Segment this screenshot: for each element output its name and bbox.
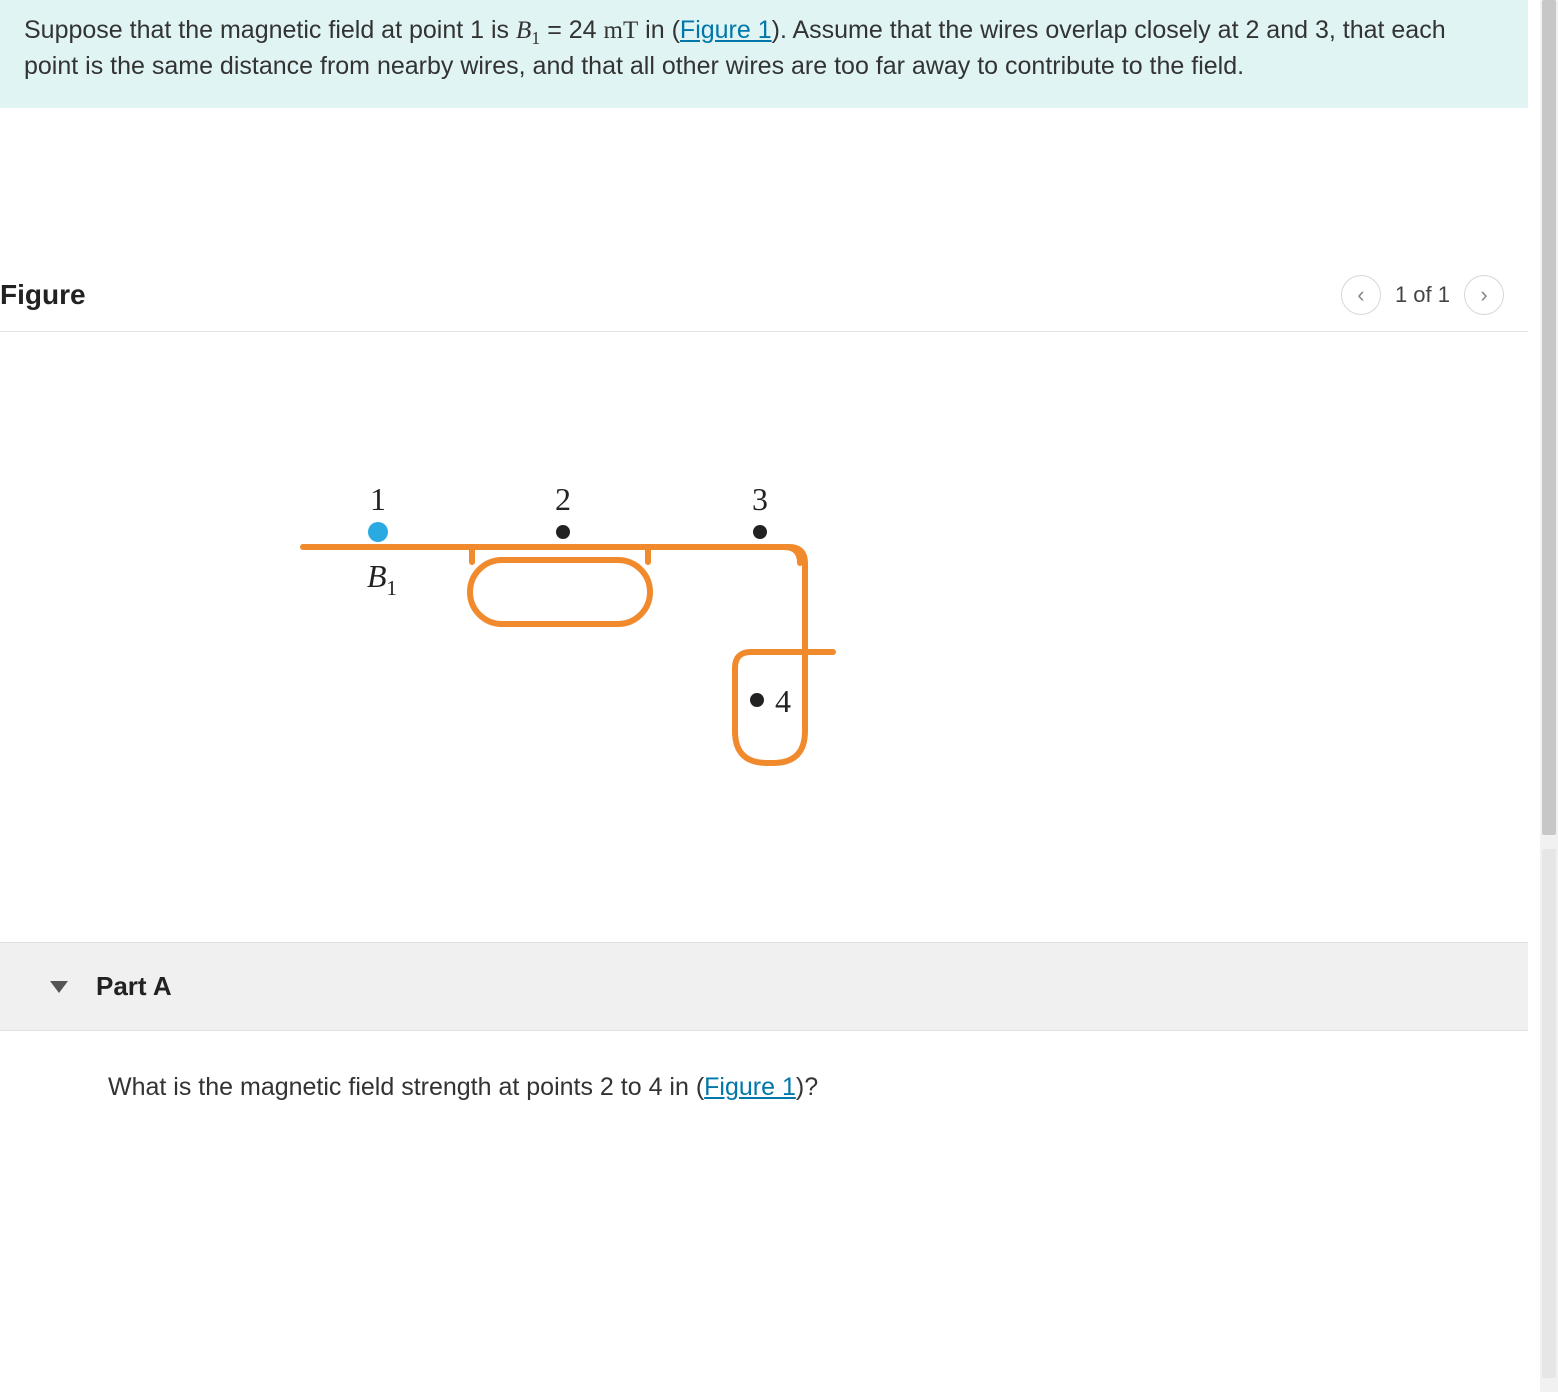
svg-text:4: 4 (775, 683, 791, 719)
page-root: Suppose that the magnetic field at point… (0, 0, 1558, 1392)
figure-link-parta[interactable]: Figure 1 (704, 1073, 796, 1101)
svg-text:B1: B1 (367, 558, 397, 600)
figure-title: Figure (0, 279, 86, 311)
scrollbar-thumb-gap (1542, 849, 1556, 1378)
part-a-header[interactable]: Part A (0, 942, 1528, 1031)
diagram-svg: 1 2 3 4 B1 (0, 332, 1528, 942)
figure-link-top[interactable]: Figure 1 (680, 16, 772, 44)
figure-prev-button[interactable]: ‹ (1341, 275, 1381, 315)
svg-text:2: 2 (555, 481, 571, 517)
problem-statement: Suppose that the magnetic field at point… (0, 0, 1528, 108)
figure-header: Figure ‹ 1 of 1 › (0, 263, 1528, 332)
symbol-B-sub: 1 (531, 28, 540, 48)
part-a-question-before: What is the magnetic field strength at p… (108, 1073, 704, 1101)
figure-nav: ‹ 1 of 1 › (1341, 275, 1504, 315)
svg-text:3: 3 (752, 481, 768, 517)
figure-next-button[interactable]: › (1464, 275, 1504, 315)
problem-text-before: Suppose that the magnetic field at point… (24, 16, 516, 44)
figure-canvas: 1 2 3 4 B1 (0, 332, 1528, 942)
scrollbar-track[interactable] (1540, 0, 1558, 1392)
scrollbar-thumb[interactable] (1542, 0, 1556, 835)
symbol-B: B (516, 17, 531, 44)
problem-mid1: in ( (638, 16, 680, 44)
part-a-title: Part A (96, 971, 172, 1002)
figure-nav-counter: 1 of 1 (1395, 282, 1450, 308)
svg-text:1: 1 (370, 481, 386, 517)
problem-unit: mT (604, 17, 639, 44)
caret-down-icon (50, 981, 68, 993)
part-a-question-after: )? (796, 1073, 818, 1101)
part-a-body: What is the magnetic field strength at p… (0, 1031, 1528, 1102)
problem-eq: = 24 (540, 16, 603, 44)
figure-section: Figure ‹ 1 of 1 › 1 2 3 4 B1 (0, 263, 1528, 942)
